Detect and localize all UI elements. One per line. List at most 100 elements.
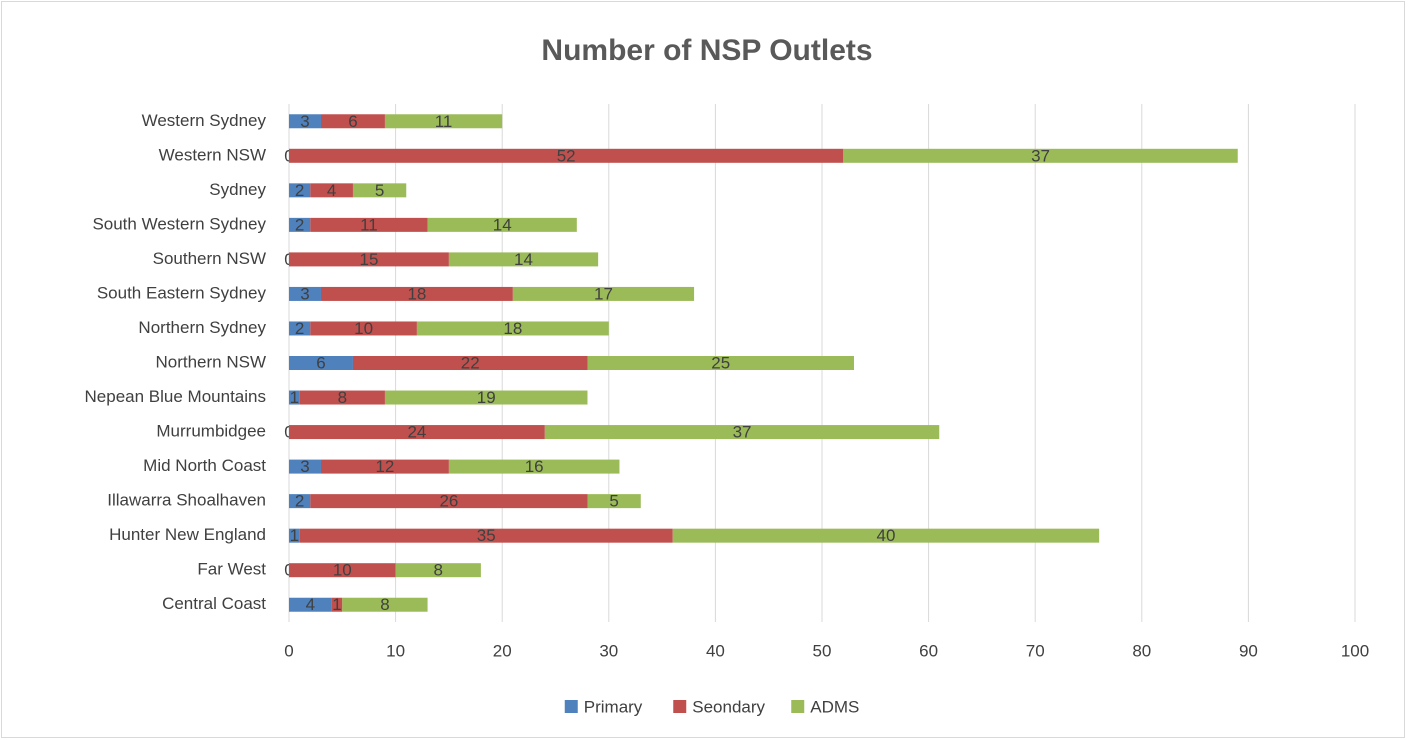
data-label: 6 bbox=[348, 112, 357, 131]
data-label: 3 bbox=[300, 112, 309, 131]
x-tick-label: 80 bbox=[1132, 641, 1151, 660]
bar-segment bbox=[289, 148, 844, 163]
legend-label: Primary bbox=[584, 697, 643, 716]
bar-segment bbox=[320, 286, 513, 301]
data-label: 5 bbox=[375, 181, 384, 200]
bar-segment bbox=[289, 252, 449, 267]
bar-segment bbox=[352, 183, 407, 198]
bar-segment bbox=[299, 390, 385, 405]
bar-segment bbox=[289, 390, 300, 405]
data-label: 26 bbox=[439, 492, 458, 511]
bar-segment bbox=[310, 217, 428, 232]
y-tick-label: South Western Sydney bbox=[92, 214, 266, 233]
data-label: 12 bbox=[375, 457, 394, 476]
bar-segment bbox=[289, 459, 321, 474]
data-label: 22 bbox=[461, 353, 480, 372]
bar-segment bbox=[289, 183, 311, 198]
bar-segment bbox=[352, 356, 588, 370]
data-label: 3 bbox=[300, 284, 309, 303]
data-label: 19 bbox=[477, 388, 496, 407]
y-tick-label: Northern Sydney bbox=[138, 318, 266, 337]
x-tick-label: 40 bbox=[706, 641, 725, 660]
data-label: 15 bbox=[359, 250, 378, 269]
data-label: 14 bbox=[514, 250, 533, 269]
data-label: 1 bbox=[290, 388, 299, 407]
bar-segment bbox=[448, 252, 599, 267]
bar-segment bbox=[310, 321, 417, 336]
bar-segment bbox=[289, 286, 321, 301]
data-label: 2 bbox=[295, 319, 304, 338]
bar-segment bbox=[289, 494, 311, 509]
y-tick-label: Hunter New England bbox=[109, 525, 266, 544]
bar-segment bbox=[395, 563, 481, 578]
data-label: 8 bbox=[380, 595, 389, 614]
data-label: 2 bbox=[295, 492, 304, 511]
data-label: 18 bbox=[407, 284, 426, 303]
x-tick-label: 60 bbox=[919, 641, 938, 660]
x-tick-label: 0 bbox=[284, 641, 293, 660]
bar-segment bbox=[843, 148, 1238, 163]
y-tick-label: Western NSW bbox=[159, 145, 266, 164]
bar-segment bbox=[289, 528, 300, 543]
data-label: 35 bbox=[477, 526, 496, 545]
y-tick-label: Sydney bbox=[209, 180, 266, 199]
bar-segment bbox=[416, 321, 609, 336]
data-label: 2 bbox=[295, 215, 304, 234]
bar-segment bbox=[331, 597, 343, 612]
data-label: 1 bbox=[290, 526, 299, 545]
chart-title: Number of NSP Outlets bbox=[541, 34, 872, 67]
y-tick-label: Central Coast bbox=[162, 594, 266, 613]
x-tick-label: 70 bbox=[1026, 641, 1045, 660]
bar-segment bbox=[587, 494, 641, 509]
data-label: 25 bbox=[711, 353, 730, 372]
bar-segment bbox=[310, 183, 353, 198]
x-tick-label: 20 bbox=[493, 641, 512, 660]
bar-segment bbox=[289, 597, 332, 612]
legend-swatch bbox=[791, 700, 805, 713]
x-tick-label: 30 bbox=[599, 641, 618, 660]
bar-segment bbox=[289, 356, 353, 370]
data-label: 4 bbox=[327, 181, 336, 200]
bar-segment bbox=[289, 217, 311, 232]
data-label: 14 bbox=[493, 215, 512, 234]
y-tick-label: Illawarra Shoalhaven bbox=[107, 491, 266, 510]
data-label: 11 bbox=[435, 112, 453, 131]
data-label: 40 bbox=[876, 526, 895, 545]
bar-segment bbox=[587, 356, 854, 370]
data-label: 8 bbox=[338, 388, 347, 407]
y-tick-label: Mid North Coast bbox=[143, 456, 266, 475]
data-label: 3 bbox=[300, 457, 309, 476]
data-label: 5 bbox=[609, 492, 618, 511]
data-label: 6 bbox=[316, 353, 325, 372]
data-label: 10 bbox=[333, 561, 352, 580]
bar-segment bbox=[544, 425, 940, 440]
y-tick-label: Far West bbox=[197, 560, 266, 579]
bar-segment bbox=[310, 494, 588, 509]
bar-segment bbox=[342, 597, 428, 612]
y-tick-label: Murrumbidgee bbox=[156, 422, 266, 441]
data-label: 37 bbox=[1031, 146, 1050, 165]
data-label: 4 bbox=[306, 595, 315, 614]
y-tick-label: Northern NSW bbox=[155, 352, 266, 371]
legend-swatch bbox=[673, 700, 687, 713]
bar-segment bbox=[289, 563, 396, 578]
y-tick-label: Southern NSW bbox=[153, 249, 266, 268]
bar-segment bbox=[427, 217, 577, 232]
data-label: 10 bbox=[354, 319, 373, 338]
data-label: 2 bbox=[295, 181, 304, 200]
x-tick-label: 10 bbox=[386, 641, 405, 660]
data-label: 24 bbox=[407, 423, 426, 442]
legend-swatch bbox=[564, 700, 578, 713]
y-tick-label: South Eastern Sydney bbox=[97, 283, 267, 302]
y-tick-label: Nepean Blue Mountains bbox=[85, 387, 266, 406]
data-label: 17 bbox=[594, 284, 613, 303]
bar-segment bbox=[384, 114, 503, 129]
bar-segment bbox=[299, 528, 673, 543]
data-label: 52 bbox=[557, 146, 576, 165]
bar-segment bbox=[320, 114, 385, 129]
bar-segment bbox=[320, 459, 449, 474]
bar-segment bbox=[512, 286, 695, 301]
y-tick-label: Western Sydney bbox=[142, 111, 267, 130]
data-label: 16 bbox=[525, 457, 544, 476]
